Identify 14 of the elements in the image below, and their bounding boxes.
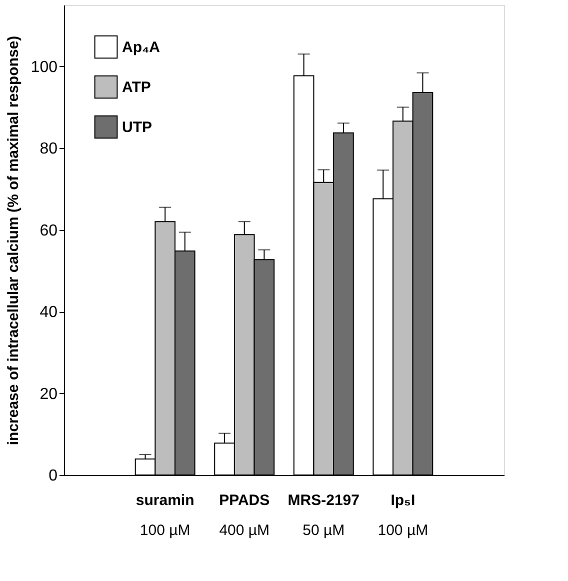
y-tick-label: 20 [40,386,58,403]
y-tick-label: 0 [48,468,58,484]
category-label: suramin 100 µM [136,492,194,539]
legend-label: UTP [122,119,152,136]
category-label: Ip₅I 100 µM [378,492,428,539]
y-tick-label: 80 [40,140,58,158]
y-tick-label: 40 [40,304,58,322]
category-label: PPADS 400 µM [219,492,270,539]
y-axis-title: increase of intracellular calcium (% of maximal response) [4,36,22,446]
y-tick-label: 60 [40,222,58,240]
legend-label: ATP [122,79,151,96]
y-tick-label: 100 [30,58,58,76]
legend-label: Ap₄A [122,39,160,56]
category-label: MRS-2197 50 µM [288,492,360,539]
